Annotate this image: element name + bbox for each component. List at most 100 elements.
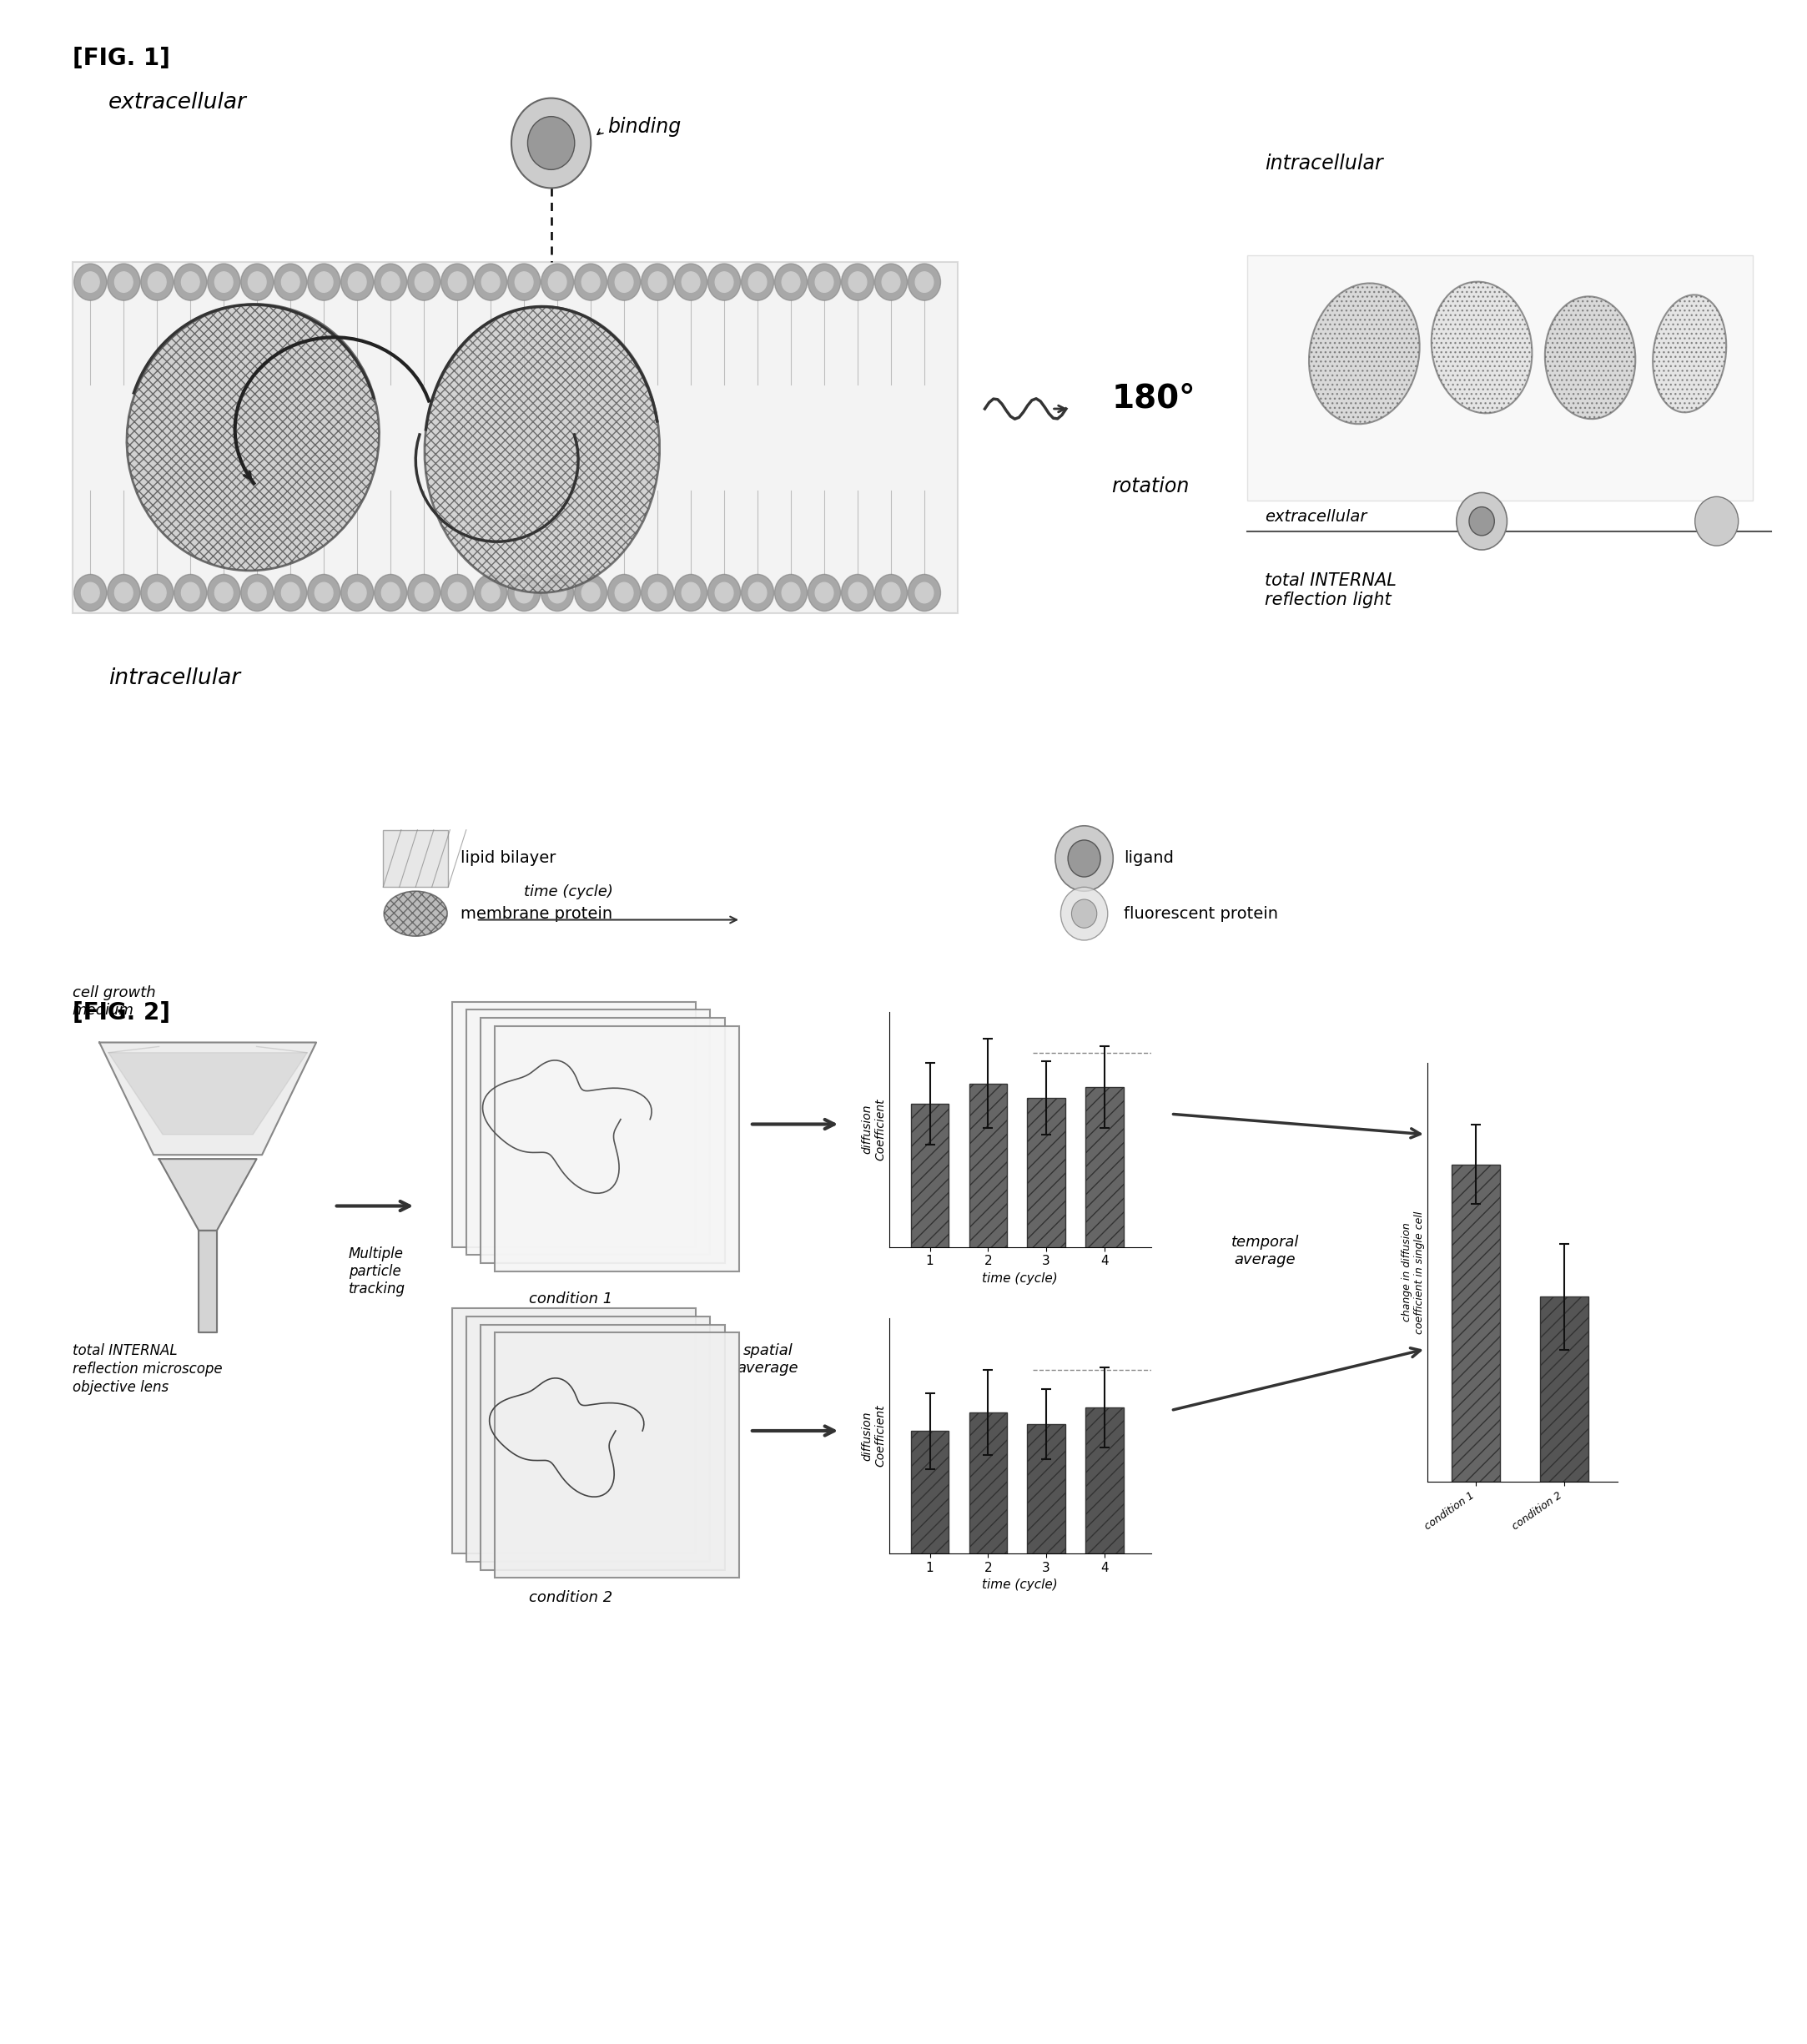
Polygon shape xyxy=(99,1042,316,1155)
Circle shape xyxy=(1055,826,1113,891)
Circle shape xyxy=(607,574,640,611)
Circle shape xyxy=(681,583,699,603)
Circle shape xyxy=(508,264,540,300)
Text: total INTERNAL
reflection light: total INTERNAL reflection light xyxy=(1265,572,1397,609)
Circle shape xyxy=(548,272,566,292)
Text: fluorescent protein: fluorescent protein xyxy=(1124,905,1278,922)
FancyBboxPatch shape xyxy=(452,1308,696,1553)
Bar xyxy=(1028,1425,1064,1553)
Circle shape xyxy=(416,272,434,292)
Circle shape xyxy=(173,574,206,611)
Circle shape xyxy=(540,574,573,611)
Text: binding: binding xyxy=(607,117,681,137)
Circle shape xyxy=(475,264,508,300)
FancyBboxPatch shape xyxy=(495,1026,739,1271)
Ellipse shape xyxy=(425,307,660,593)
X-axis label: time (cycle): time (cycle) xyxy=(983,1271,1057,1284)
Circle shape xyxy=(674,574,707,611)
Circle shape xyxy=(548,583,566,603)
Circle shape xyxy=(775,264,808,300)
Text: Multiple
particle
tracking: Multiple particle tracking xyxy=(349,1247,405,1296)
Circle shape xyxy=(882,272,900,292)
Circle shape xyxy=(240,574,273,611)
FancyBboxPatch shape xyxy=(452,1002,696,1247)
Circle shape xyxy=(208,574,240,611)
Bar xyxy=(1086,1408,1124,1553)
Circle shape xyxy=(511,98,591,188)
Circle shape xyxy=(540,264,573,300)
Circle shape xyxy=(248,272,266,292)
Ellipse shape xyxy=(1653,294,1726,413)
Circle shape xyxy=(782,583,801,603)
Circle shape xyxy=(808,574,840,611)
Circle shape xyxy=(681,272,699,292)
Circle shape xyxy=(1068,840,1100,877)
Circle shape xyxy=(282,272,300,292)
Ellipse shape xyxy=(1431,282,1532,413)
Circle shape xyxy=(208,264,240,300)
Circle shape xyxy=(114,583,132,603)
FancyBboxPatch shape xyxy=(1247,256,1753,501)
Circle shape xyxy=(408,574,441,611)
Text: [FIG. 2]: [FIG. 2] xyxy=(72,1002,170,1024)
Circle shape xyxy=(441,264,473,300)
Circle shape xyxy=(448,272,466,292)
Circle shape xyxy=(641,264,674,300)
Circle shape xyxy=(582,583,600,603)
Text: extracellular: extracellular xyxy=(108,92,248,112)
Circle shape xyxy=(314,272,332,292)
Circle shape xyxy=(374,264,407,300)
Circle shape xyxy=(741,574,773,611)
Y-axis label: change in diffusion
coefficient in single cell: change in diffusion coefficient in singl… xyxy=(1402,1210,1426,1335)
Circle shape xyxy=(1469,507,1494,536)
Circle shape xyxy=(475,574,508,611)
Circle shape xyxy=(314,583,332,603)
Circle shape xyxy=(849,583,867,603)
Text: time (cycle): time (cycle) xyxy=(524,885,613,899)
Y-axis label: diffusion
Coefficient: diffusion Coefficient xyxy=(862,1404,887,1468)
Circle shape xyxy=(649,583,667,603)
Bar xyxy=(911,1104,949,1247)
Circle shape xyxy=(448,583,466,603)
FancyBboxPatch shape xyxy=(466,1010,710,1255)
Bar xyxy=(1028,1098,1064,1247)
Text: 180°: 180° xyxy=(1111,382,1194,415)
Circle shape xyxy=(842,264,875,300)
Text: cell growth
medium: cell growth medium xyxy=(72,985,155,1018)
Circle shape xyxy=(81,272,99,292)
Text: temporal
average: temporal average xyxy=(1231,1235,1299,1267)
Circle shape xyxy=(349,272,367,292)
Circle shape xyxy=(808,264,840,300)
Circle shape xyxy=(282,583,300,603)
Circle shape xyxy=(614,272,632,292)
Circle shape xyxy=(1072,899,1097,928)
Circle shape xyxy=(482,583,501,603)
Circle shape xyxy=(215,272,233,292)
Bar xyxy=(969,1412,1006,1553)
Circle shape xyxy=(882,583,900,603)
Circle shape xyxy=(307,264,340,300)
Circle shape xyxy=(815,583,833,603)
Circle shape xyxy=(748,272,766,292)
Circle shape xyxy=(515,583,533,603)
Circle shape xyxy=(441,574,473,611)
Circle shape xyxy=(482,272,501,292)
Circle shape xyxy=(515,272,533,292)
Circle shape xyxy=(575,574,607,611)
Circle shape xyxy=(215,583,233,603)
Circle shape xyxy=(307,574,340,611)
Circle shape xyxy=(528,117,575,170)
Circle shape xyxy=(649,272,667,292)
Circle shape xyxy=(716,272,734,292)
Circle shape xyxy=(74,574,107,611)
Circle shape xyxy=(708,264,741,300)
Text: intracellular: intracellular xyxy=(108,668,240,689)
Circle shape xyxy=(508,574,540,611)
Circle shape xyxy=(916,272,934,292)
Polygon shape xyxy=(199,1230,217,1333)
Text: intracellular: intracellular xyxy=(1265,153,1382,174)
Circle shape xyxy=(815,272,833,292)
Circle shape xyxy=(107,574,139,611)
Bar xyxy=(1086,1087,1124,1247)
FancyBboxPatch shape xyxy=(495,1333,739,1578)
